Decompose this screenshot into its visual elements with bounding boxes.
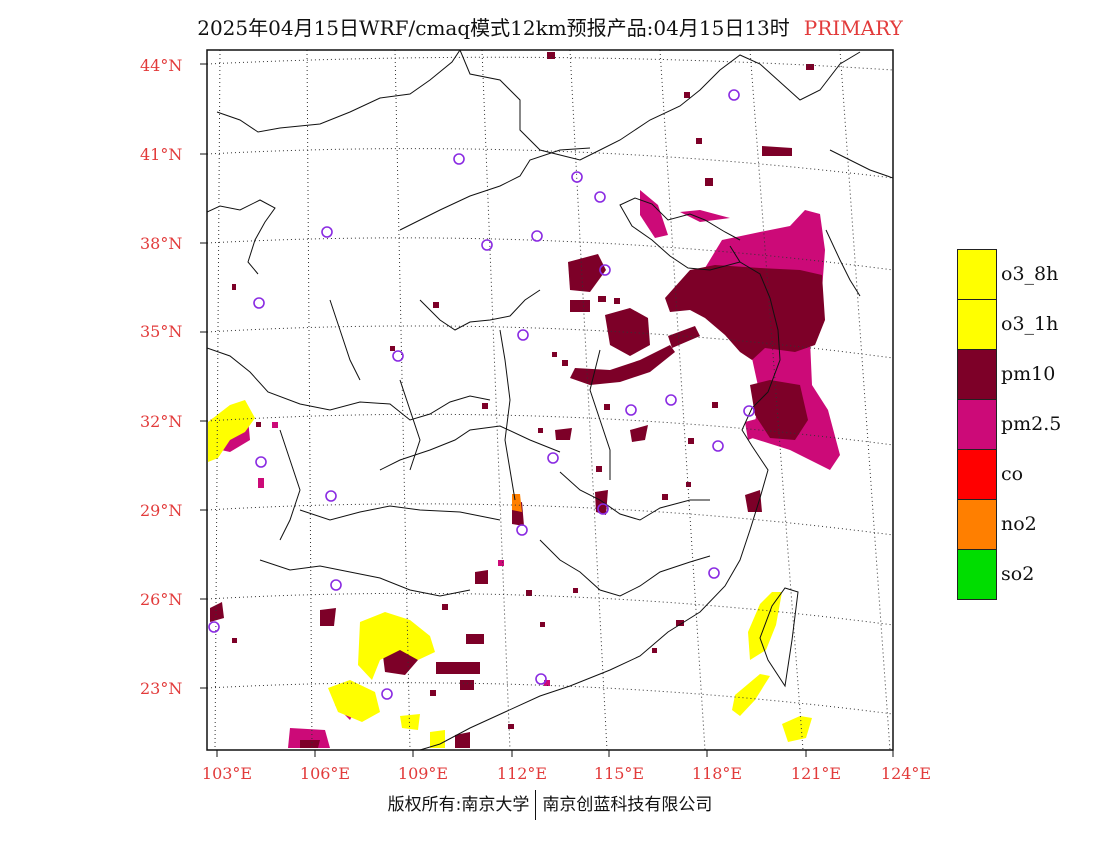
- footer-right: 南京创蓝科技有限公司: [542, 795, 713, 815]
- legend-swatch: [957, 449, 997, 500]
- pm25-cells: [258, 422, 550, 686]
- lat-label: 29°N: [140, 501, 183, 520]
- footer-left: 版权所有:南京大学: [387, 795, 530, 815]
- lon-label: 121°E: [790, 764, 842, 783]
- legend-item-pm10: pm10: [957, 349, 1100, 400]
- legend-label: no2: [1001, 513, 1037, 535]
- lat-label: 32°N: [140, 412, 183, 431]
- lon-label: 106°E: [299, 764, 351, 783]
- legend-swatch: [957, 249, 997, 300]
- lat-label: 38°N: [140, 234, 183, 253]
- lon-label: 124°E: [880, 764, 932, 783]
- legend-label: pm10: [1001, 363, 1056, 385]
- legend-item-so2: so2: [957, 549, 1100, 600]
- pollution-layer: [208, 52, 840, 748]
- title-tag: PRIMARY: [803, 16, 903, 40]
- lat-label: 23°N: [140, 679, 183, 698]
- legend-swatch: [957, 549, 997, 600]
- map-frame: [206, 49, 894, 751]
- legend-swatch: [957, 399, 997, 450]
- graticule: [207, 50, 893, 750]
- lon-label: 112°E: [496, 764, 548, 783]
- legend-swatch: [957, 349, 997, 400]
- legend-item-no2: no2: [957, 499, 1100, 550]
- axis-ticks: [200, 63, 894, 757]
- station-markers: [208, 89, 755, 700]
- copyright-footer: 版权所有:南京大学 南京创蓝科技有限公司: [0, 790, 1100, 820]
- o3-regions: [208, 400, 812, 748]
- map-title: 2025年04月15日WRF/cmaq模式12km预报产品:04月15日13时 P…: [0, 12, 1100, 41]
- legend-swatch: [957, 299, 997, 350]
- legend-item-pm25: pm2.5: [957, 399, 1100, 450]
- legend-label: co: [1001, 463, 1024, 485]
- boundaries: [207, 50, 893, 750]
- pm10-cells: [232, 52, 814, 729]
- lon-label: 115°E: [593, 764, 645, 783]
- lat-label: 41°N: [140, 145, 183, 164]
- legend-item-o3-8h: o3_8h: [957, 249, 1100, 300]
- lat-label: 35°N: [140, 322, 183, 341]
- legend-item-o3-1h: o3_1h: [957, 299, 1100, 350]
- legend-label: o3_1h: [1001, 313, 1059, 335]
- legend-label: so2: [1001, 563, 1035, 585]
- lon-label: 103°E: [201, 764, 253, 783]
- no2-regions: [512, 494, 522, 512]
- legend-item-co: co: [957, 449, 1100, 500]
- lon-label: 118°E: [691, 764, 743, 783]
- legend-label: o3_8h: [1001, 263, 1059, 285]
- lat-label: 26°N: [140, 590, 183, 609]
- title-main: 2025年04月15日WRF/cmaq模式12km预报产品:04月15日13时: [197, 16, 790, 40]
- legend: o3_8h o3_1h pm10 pm2.5 co no2 so2: [957, 249, 1100, 600]
- footer-divider: [535, 790, 537, 820]
- lat-label: 44°N: [140, 56, 183, 75]
- lon-label: 109°E: [397, 764, 449, 783]
- legend-swatch: [957, 499, 997, 550]
- legend-label: pm2.5: [1001, 413, 1062, 435]
